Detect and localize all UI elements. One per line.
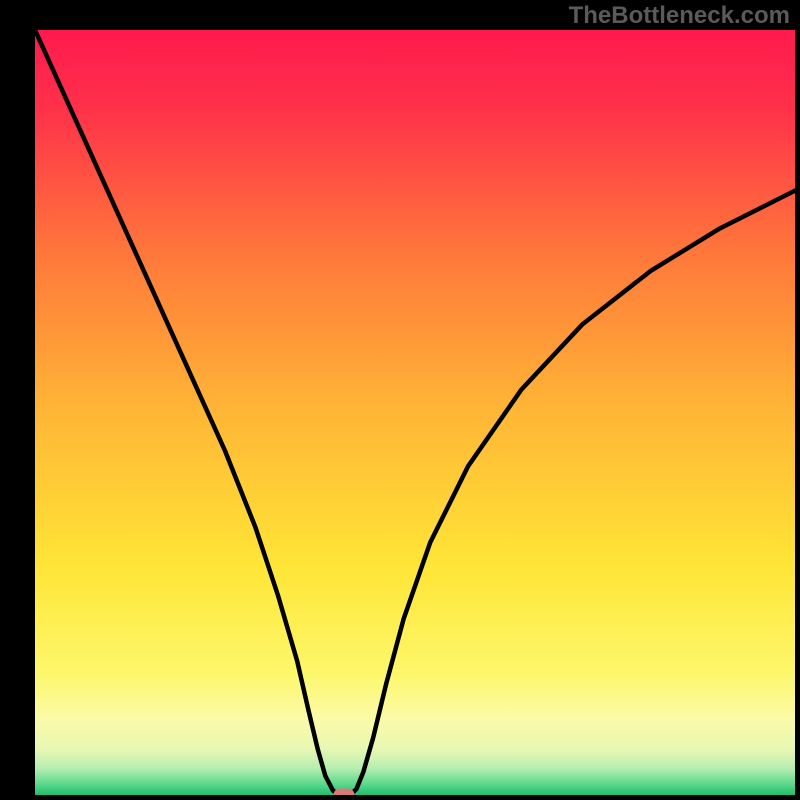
optimal-marker bbox=[334, 789, 355, 796]
plot-area bbox=[35, 30, 795, 795]
watermark-text: TheBottleneck.com bbox=[569, 2, 790, 30]
curve-svg bbox=[35, 30, 795, 795]
bottleneck-curve bbox=[35, 30, 795, 795]
canvas: TheBottleneck.com bbox=[0, 0, 800, 800]
